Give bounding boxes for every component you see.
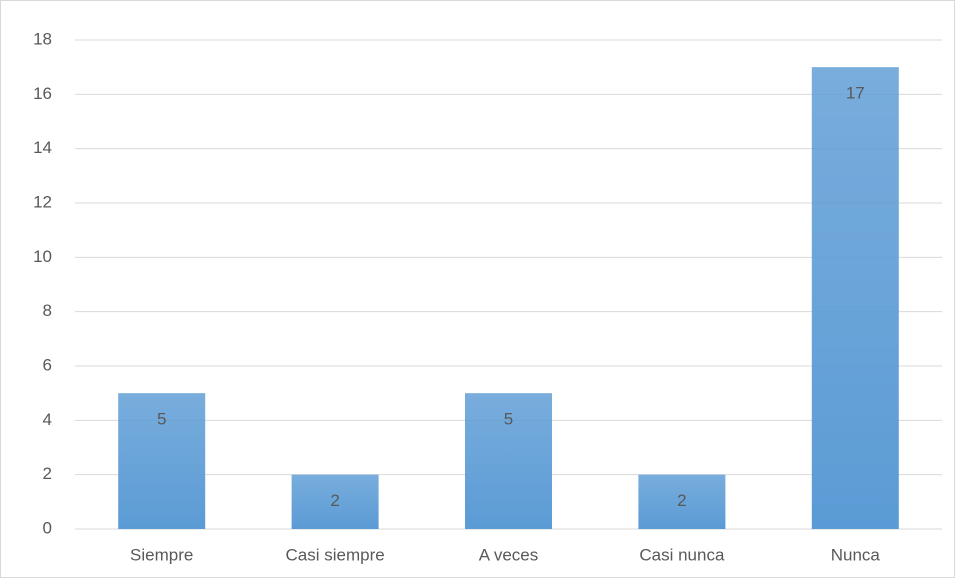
y-tick-label: 4 xyxy=(43,410,52,429)
y-tick-label: 8 xyxy=(43,301,52,320)
data-label: 5 xyxy=(157,410,166,429)
x-tick-label: Casi nunca xyxy=(639,545,725,564)
y-tick-label: 14 xyxy=(33,138,52,157)
bar xyxy=(465,393,552,529)
y-tick-label: 0 xyxy=(43,518,52,537)
bar xyxy=(638,474,726,529)
x-tick-label: Casi siempre xyxy=(285,545,384,564)
data-label: 2 xyxy=(677,491,686,510)
x-tick-label: A veces xyxy=(479,545,539,564)
data-label: 17 xyxy=(846,84,865,103)
x-tick-label: Nunca xyxy=(831,545,881,564)
data-label: 5 xyxy=(504,410,513,429)
x-tick-label: Siempre xyxy=(130,545,193,564)
data-label: 2 xyxy=(330,491,339,510)
y-tick-label: 2 xyxy=(43,464,52,483)
bar xyxy=(118,393,206,529)
bar xyxy=(811,67,899,530)
y-tick-label: 6 xyxy=(43,355,52,374)
y-tick-label: 16 xyxy=(33,84,52,103)
y-tick-label: 18 xyxy=(33,29,52,48)
y-tick-label: 12 xyxy=(33,192,52,211)
y-tick-label: 10 xyxy=(33,247,52,266)
bar xyxy=(291,474,379,529)
